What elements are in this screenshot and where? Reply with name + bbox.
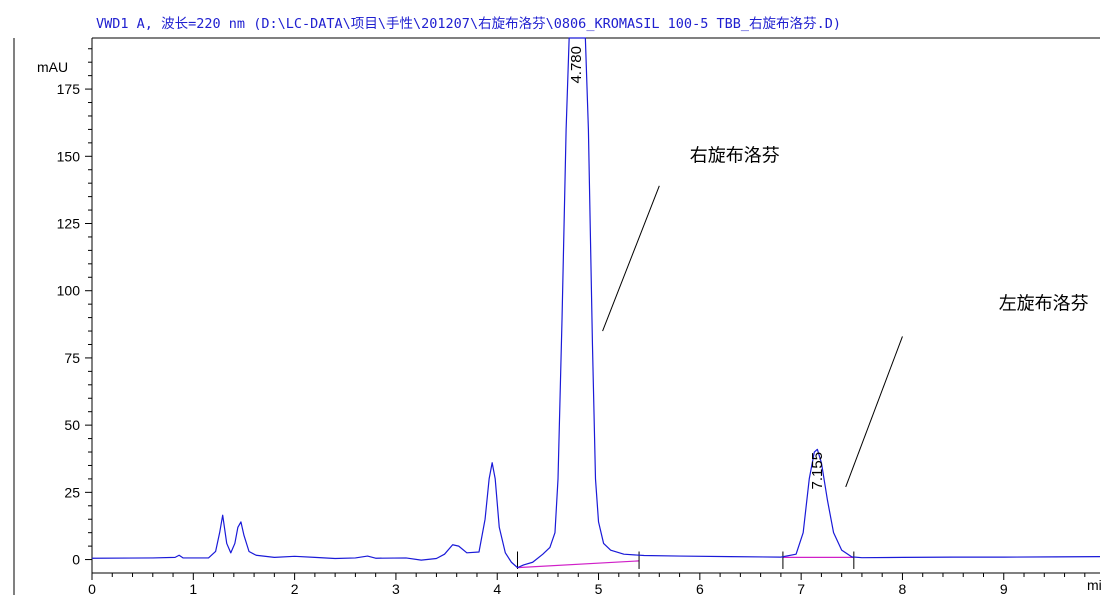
- peak-annotation: 左旋布洛芬: [999, 294, 1089, 314]
- y-tick-label: 25: [64, 484, 80, 500]
- y-tick-label: 150: [57, 148, 81, 164]
- x-tick-label: 2: [291, 581, 299, 595]
- x-tick-label: 8: [899, 581, 907, 595]
- y-tick-label: 50: [64, 417, 80, 433]
- peak-annotation: 右旋布洛芬: [690, 146, 780, 166]
- y-tick-label: 175: [57, 81, 81, 97]
- y-tick-label: 0: [72, 552, 80, 568]
- annotation-leader-line: [845, 336, 903, 488]
- x-axis-label: mi: [1087, 577, 1102, 593]
- y-tick-label: 125: [57, 216, 81, 232]
- x-tick-label: 7: [797, 581, 805, 595]
- y-tick-label: 75: [64, 350, 80, 366]
- signal-trace: [91, 37, 1101, 569]
- x-tick-label: 4: [493, 581, 501, 595]
- x-tick-label: 1: [189, 581, 197, 595]
- x-tick-label: 5: [595, 581, 603, 595]
- y-tick-label: 100: [57, 283, 81, 299]
- x-tick-label: 6: [696, 581, 704, 595]
- y-axis-label: mAU: [37, 59, 68, 75]
- chart-title: VWD1 A, 波长=220 nm (D:\LC-DATA\项目\手性\2012…: [96, 16, 841, 32]
- x-tick-label: 3: [392, 581, 400, 595]
- x-tick-label: 0: [88, 581, 96, 595]
- integration-baseline: [517, 560, 640, 569]
- peak-label: 7.155: [809, 452, 826, 490]
- annotation-leader-line: [602, 185, 660, 332]
- x-tick-label: 9: [1000, 581, 1008, 595]
- peak-label: 4.780: [568, 46, 585, 84]
